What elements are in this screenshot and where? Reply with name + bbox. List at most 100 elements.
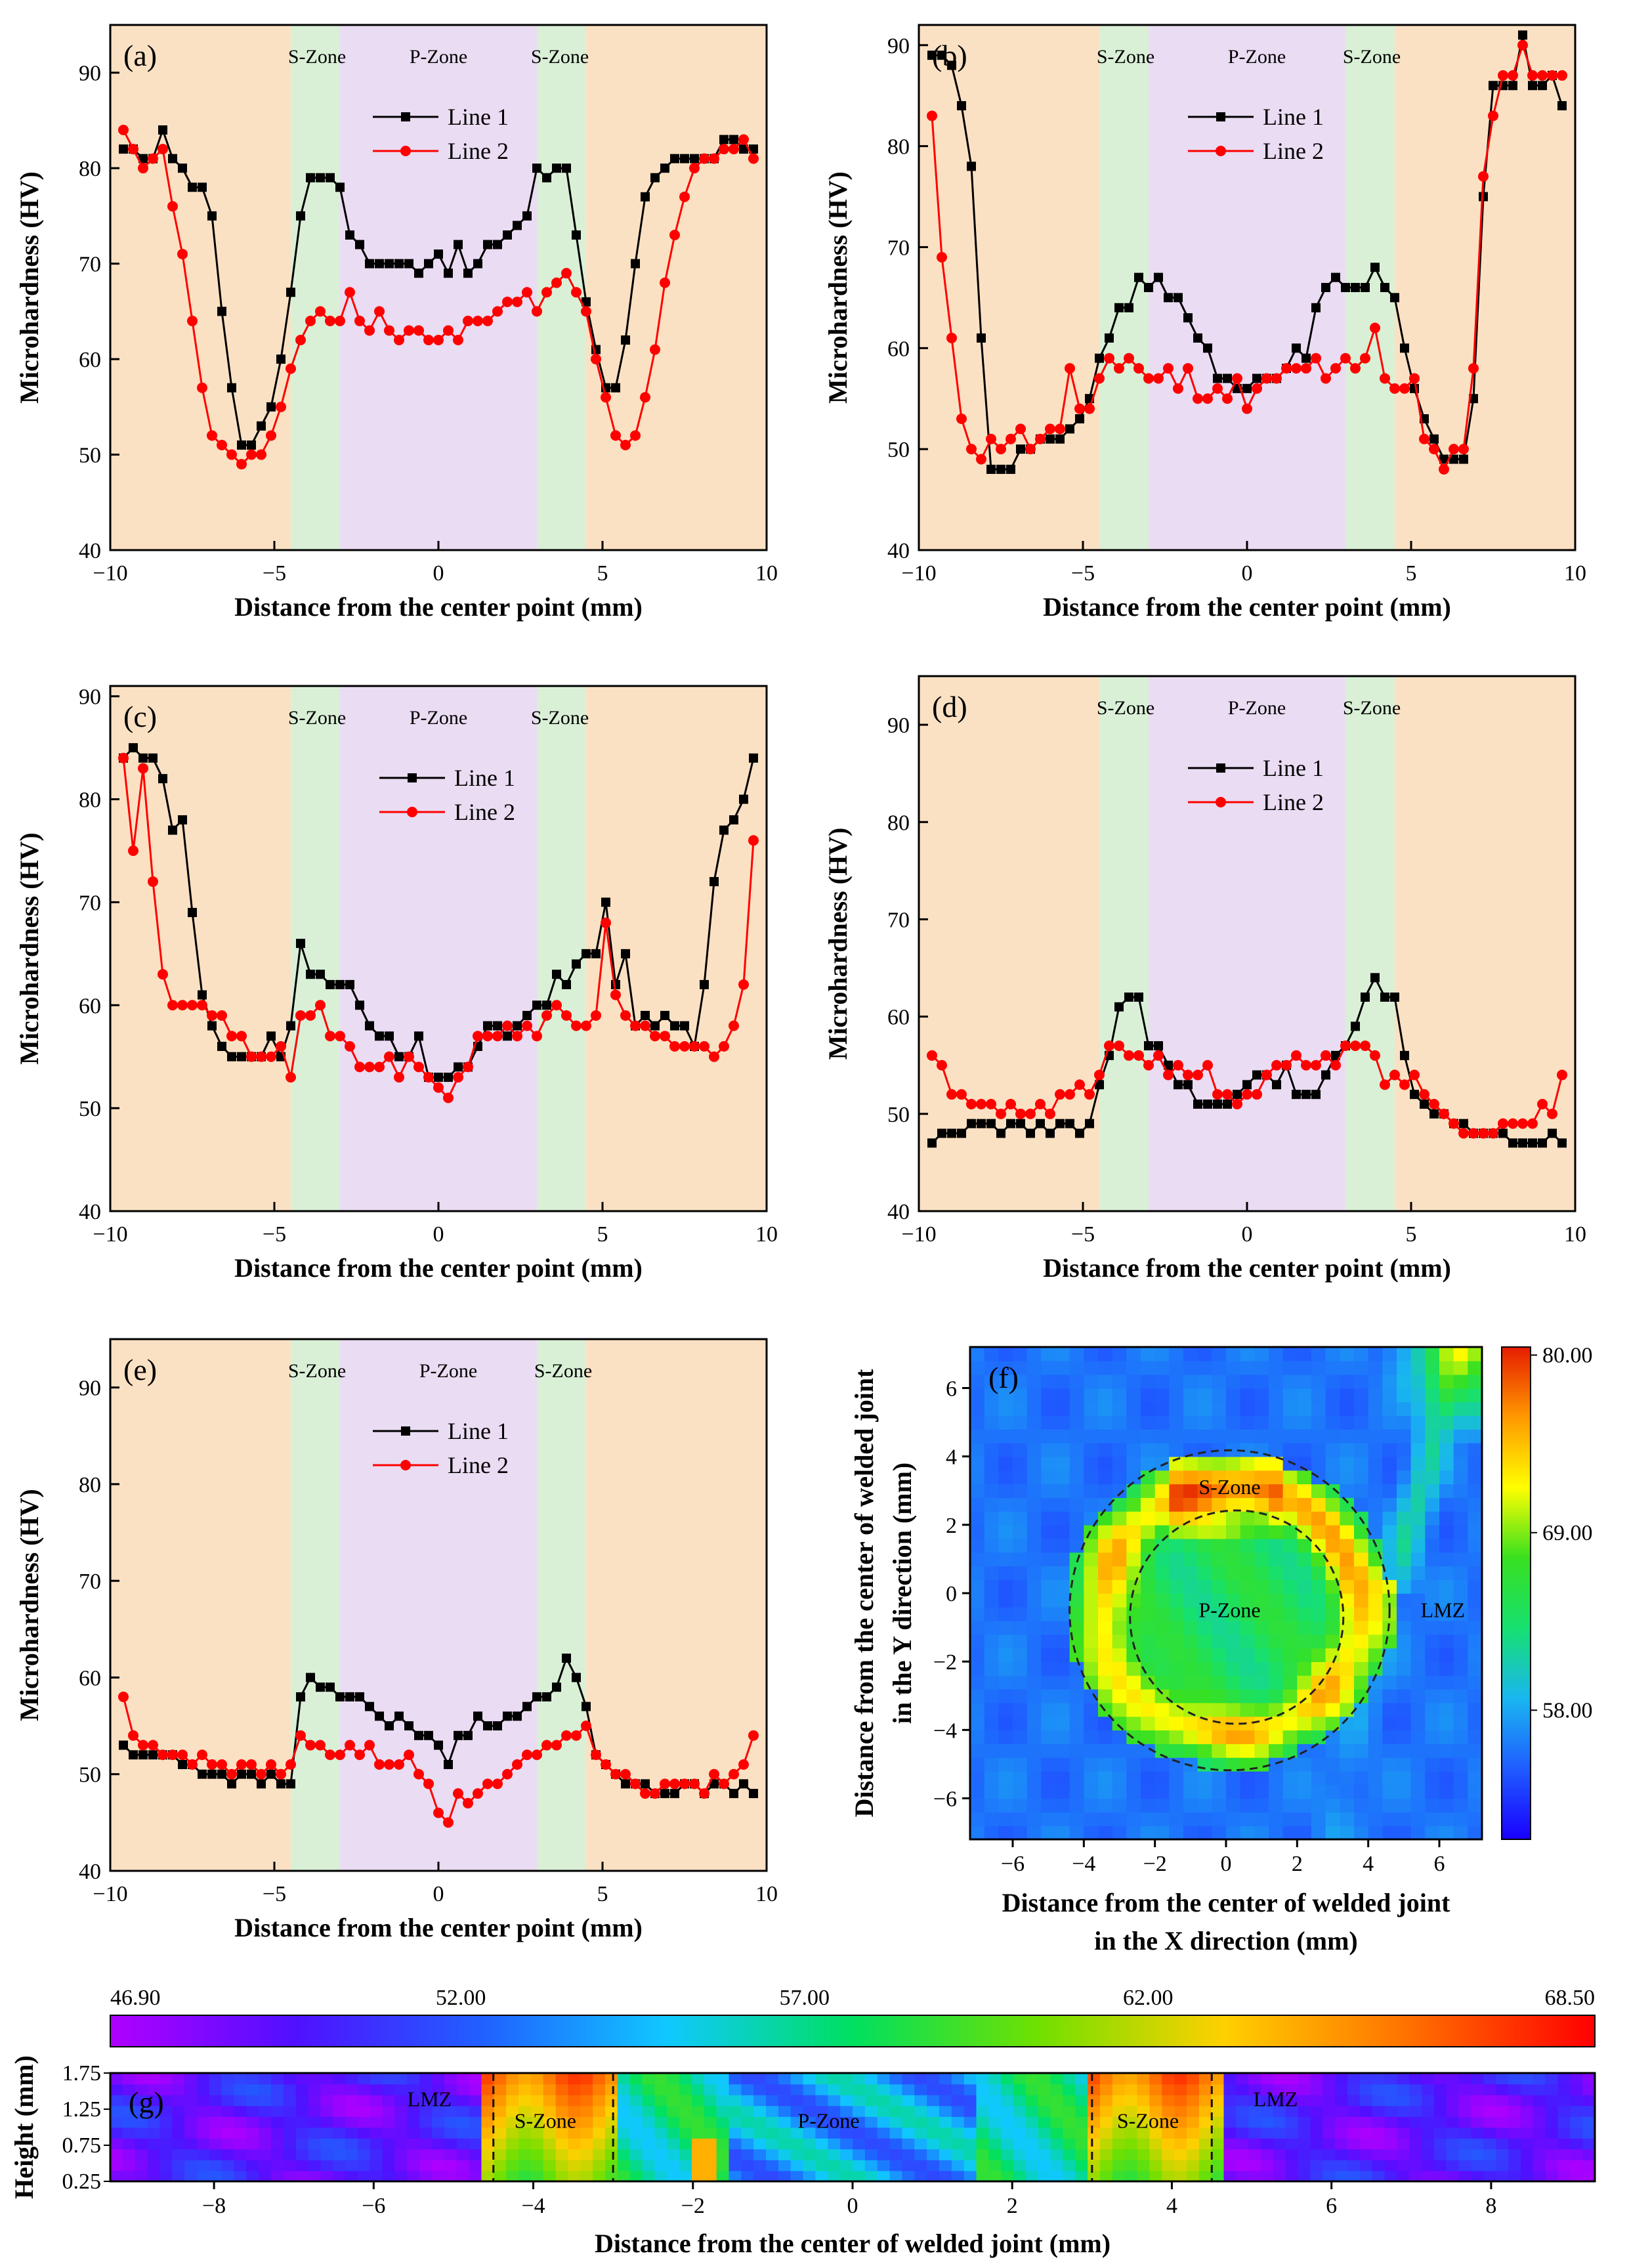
- heatmap-cell: [1069, 1826, 1085, 1840]
- heatmap-cell: [605, 2105, 618, 2117]
- heatmap-cell: [741, 2105, 754, 2117]
- data-point: [937, 1128, 946, 1138]
- heatmap-cell: [1372, 2127, 1386, 2139]
- legend-entry: Line 1: [379, 765, 515, 791]
- heatmap-cell: [1055, 1620, 1070, 1635]
- heatmap-cell: [1112, 1484, 1128, 1498]
- data-point: [1005, 433, 1016, 444]
- heatmap-cell: [1354, 1606, 1369, 1621]
- heatmap-cell: [1468, 1675, 1483, 1690]
- heatmap-cell: [1439, 1429, 1454, 1444]
- data-point: [532, 1692, 541, 1701]
- heatmap-cell: [1439, 1744, 1454, 1758]
- heatmap-cell: [741, 2138, 754, 2150]
- heatmap-cell: [1468, 1538, 1483, 1553]
- heatmap-cell: [984, 1401, 1000, 1416]
- heatmap-cell: [970, 1593, 985, 1608]
- heatmap-cell: [345, 2105, 358, 2117]
- heatmap-cell: [147, 2149, 161, 2160]
- data-point: [1006, 464, 1015, 474]
- heatmap-cell: [889, 2105, 903, 2117]
- data-point: [394, 335, 404, 345]
- heatmap-cell: [1533, 2116, 1546, 2128]
- data-point: [1508, 81, 1517, 91]
- data-point: [1361, 283, 1370, 292]
- heatmap-cell: [815, 2116, 829, 2128]
- data-point: [1281, 363, 1292, 374]
- heatmap-cell: [1273, 2116, 1286, 2128]
- heatmap-cell: [1261, 2170, 1274, 2182]
- data-point: [1489, 81, 1498, 91]
- heatmap-cell: [320, 2127, 334, 2139]
- heatmap-cell: [902, 2116, 916, 2128]
- data-point: [503, 1031, 512, 1041]
- heatmap-cell: [1468, 1648, 1483, 1662]
- data-point: [1252, 374, 1261, 383]
- data-point: [719, 825, 729, 835]
- heatmap-cell: [902, 2127, 916, 2139]
- heatmap-cell: [444, 2084, 457, 2095]
- heatmap-cell: [1198, 2170, 1212, 2182]
- heatmap-cell: [1311, 1456, 1326, 1471]
- heatmap-cell: [555, 2160, 569, 2172]
- heatmap-cell: [1126, 1484, 1141, 1498]
- data-point: [1420, 1100, 1429, 1109]
- y-tick-label: 40: [887, 539, 910, 563]
- heatmap-cell: [234, 2095, 247, 2107]
- heatmap-cell: [1001, 2149, 1014, 2160]
- region-label: LMZ: [1254, 2087, 1298, 2111]
- heatmap-cell: [1269, 1648, 1284, 1662]
- heatmap-cell: [593, 2160, 606, 2172]
- data-point: [1389, 383, 1400, 394]
- data-point: [1301, 1090, 1311, 1100]
- data-point: [1035, 1099, 1046, 1109]
- heatmap-cell: [1354, 1812, 1369, 1826]
- heatmap-cell: [914, 2105, 927, 2117]
- data-point: [188, 908, 197, 918]
- heatmap-cell: [209, 2073, 222, 2085]
- panel-tag: (g): [129, 2086, 164, 2119]
- heatmap-cell: [1162, 2149, 1175, 2160]
- heatmap-cell: [1311, 1798, 1326, 1813]
- x-tick-label: −5: [263, 561, 286, 586]
- heatmap-cell: [1026, 1634, 1042, 1649]
- heatmap-cell: [1397, 1470, 1412, 1485]
- heatmap-cell: [370, 2149, 383, 2160]
- heatmap-cell: [234, 2170, 247, 2182]
- data-point: [640, 392, 650, 403]
- heatmap-cell: [654, 2127, 668, 2139]
- heatmap-cell: [963, 2105, 977, 2117]
- heatmap-cell: [1354, 1770, 1369, 1786]
- heatmap-cell: [1112, 1606, 1128, 1621]
- heatmap-cell: [1126, 1456, 1141, 1471]
- heatmap-cell: [1055, 1702, 1070, 1717]
- heatmap-cell: [1141, 1347, 1156, 1361]
- heatmap-cell: [1397, 1702, 1412, 1717]
- heatmap-cell: [1372, 2170, 1386, 2182]
- y-tick-label: 50: [887, 438, 910, 462]
- heatmap-cell: [679, 2170, 692, 2182]
- heatmap-cell: [1483, 2160, 1496, 2172]
- heatmap-cell: [1084, 1388, 1099, 1403]
- data-point: [610, 430, 621, 441]
- data-point: [620, 1010, 631, 1021]
- zone-label: S-Zone: [1343, 46, 1401, 68]
- heatmap-cell: [1137, 2084, 1151, 2095]
- heatmap-cell: [1013, 1579, 1028, 1594]
- heatmap-cell: [221, 2160, 235, 2172]
- heatmap-cell: [1310, 2127, 1324, 2139]
- data-point: [423, 335, 434, 345]
- heatmap-cell: [1311, 1347, 1326, 1361]
- heatmap-cell: [790, 2138, 804, 2150]
- data-point: [719, 1778, 729, 1789]
- heatmap-cell: [1126, 1716, 1141, 1731]
- heatmap-cell: [444, 2170, 457, 2182]
- x-axis-title: Distance from the center of welded joint: [1002, 1888, 1450, 1917]
- heatmap-cell: [1041, 1374, 1056, 1389]
- heatmap-cell: [1582, 2084, 1596, 2095]
- heatmap-cell: [1226, 1744, 1241, 1758]
- heatmap-cell: [778, 2116, 792, 2128]
- heatmap-cell: [1410, 1606, 1426, 1621]
- heatmap-cell: [1169, 1401, 1184, 1416]
- heatmap-cell: [1240, 1566, 1256, 1580]
